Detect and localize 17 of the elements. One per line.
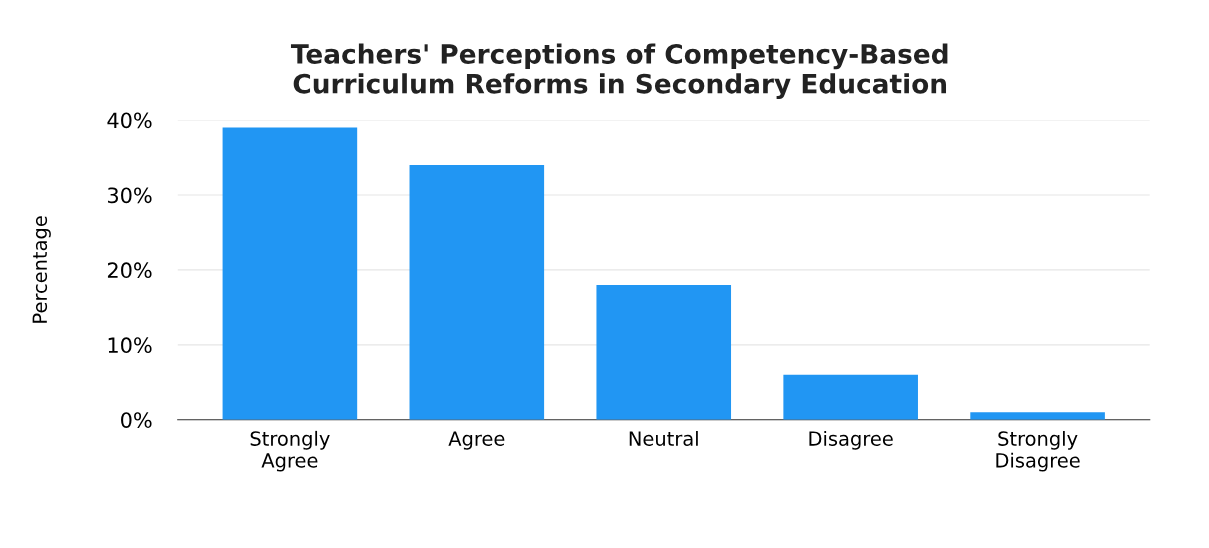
bar [222, 127, 358, 420]
bar [409, 164, 545, 420]
bar [970, 412, 1105, 420]
bar [596, 284, 732, 420]
x-tick-label: Strongly Agree [250, 430, 330, 472]
y-tick-label: 0% [121, 412, 152, 428]
chart-title: Teachers' Perceptions of Competency-Based Curriculum Reforms in Secondary Education [290, 43, 948, 99]
x-tick-label: Agree [448, 431, 505, 450]
x-tick-label: Disagree [809, 430, 893, 450]
y-axis-title: Percentage [32, 216, 51, 323]
y-tick-label: 30% [108, 187, 152, 204]
bar [783, 374, 918, 420]
y-tick-label: 20% [107, 262, 152, 279]
y-tick-label: 40% [107, 112, 152, 129]
x-tick-label: Neutral [629, 430, 698, 446]
y-tick-label: 10% [108, 337, 152, 354]
x-tick-label: Strongly Disagree [996, 430, 1080, 472]
